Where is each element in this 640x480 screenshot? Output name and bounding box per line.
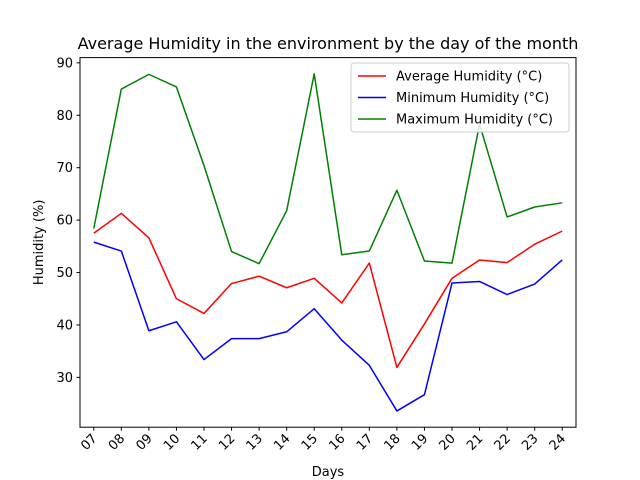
series-line-1	[93, 241, 563, 412]
plot-frame	[79, 57, 577, 428]
x-axis-title: Days	[312, 465, 345, 480]
legend: Average Humidity (°C) Minimum Humidity (°…	[350, 62, 570, 133]
chart-title: Average Humidity in the environment by t…	[78, 34, 579, 53]
y-axis: 30 40 50 60 70 80 90	[56, 56, 80, 386]
y-tick-label: 40	[56, 318, 73, 333]
y-axis-title: Humidity (%)	[32, 200, 47, 286]
legend-label-0: Average Humidity (°C)	[396, 70, 542, 85]
y-tick-label: 80	[56, 109, 73, 124]
y-tick-label: 30	[56, 371, 73, 386]
y-tick-label: 70	[56, 161, 73, 176]
series-line-0	[93, 212, 563, 369]
legend-label-1: Minimum Humidity (°C)	[396, 91, 549, 106]
legend-label-2: Maximum Humidity (°C)	[396, 113, 553, 128]
series-lines	[93, 73, 563, 412]
y-tick-label: 60	[56, 214, 73, 229]
x-axis: 07 08 09 10 11 12 13 14 15 16 17 18 19 20 21 22 23 24	[78, 427, 569, 454]
y-tick-label: 50	[56, 266, 73, 281]
legend-box	[350, 62, 570, 133]
y-tick-label: 90	[56, 56, 73, 71]
series-line-2	[93, 73, 563, 265]
